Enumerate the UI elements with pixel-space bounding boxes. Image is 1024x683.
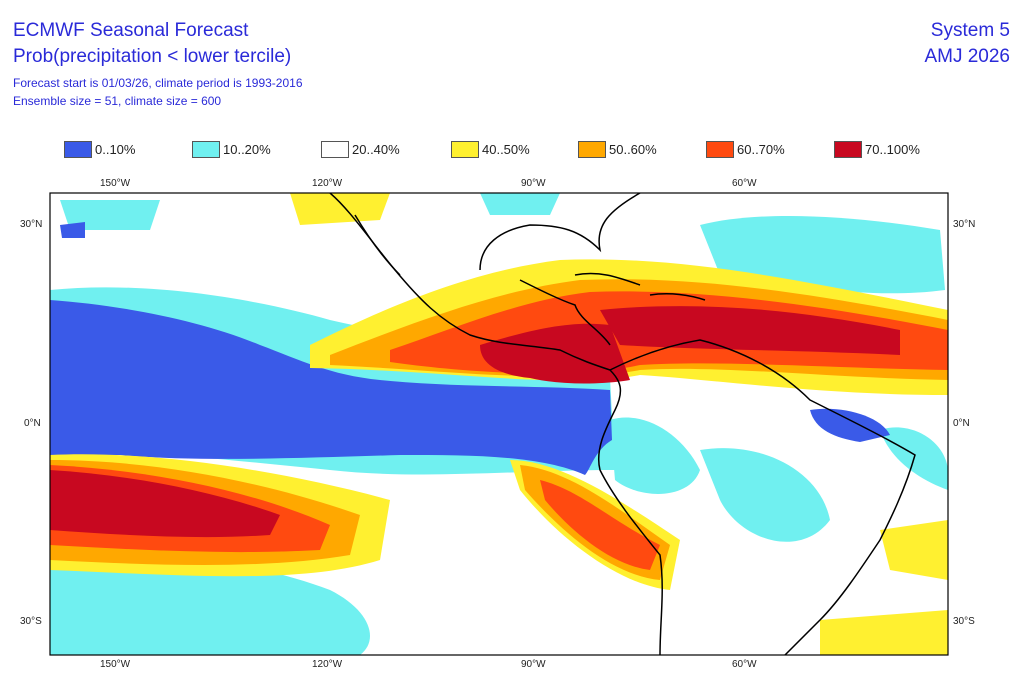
prob-0-10-regions [50, 222, 890, 475]
legend-label: 60..70% [737, 142, 785, 157]
lon-tick-bottom: 120°W [312, 659, 343, 670]
lat-tick-right: 30°S [953, 616, 975, 627]
legend-item: 10..20% [192, 141, 271, 158]
lon-tick-top: 150°W [100, 178, 131, 189]
lon-tick-bottom: 90°W [521, 659, 546, 670]
lat-tick-right: 30°N [953, 219, 976, 230]
legend-swatch [192, 141, 220, 158]
prob-70-100-regions [50, 306, 900, 538]
legend-item: 50..60% [578, 141, 657, 158]
legend-swatch [834, 141, 862, 158]
lat-tick-left: 30°N [20, 219, 43, 230]
legend-item: 70..100% [834, 141, 920, 158]
legend-label: 20..40% [352, 142, 400, 157]
lon-tick-top: 90°W [521, 178, 546, 189]
lon-tick-top: 120°W [312, 178, 343, 189]
lat-tick-left: 30°S [20, 616, 42, 627]
legend-item: 40..50% [451, 141, 530, 158]
legend-label: 50..60% [609, 142, 657, 157]
legend-item: 20..40% [321, 141, 400, 158]
legend-swatch [451, 141, 479, 158]
ensemble-info: Ensemble size = 51, climate size = 600 [13, 94, 222, 108]
lat-tick-left: 0°N [24, 418, 41, 429]
legend-label: 10..20% [223, 142, 271, 157]
legend-label: 40..50% [482, 142, 530, 157]
legend-item: 60..70% [706, 141, 785, 158]
period-label: AMJ 2026 [924, 46, 1010, 67]
forecast-info: Forecast start is 01/03/26, climate peri… [13, 76, 303, 90]
legend-swatch [64, 141, 92, 158]
legend-label: 0..10% [95, 142, 136, 157]
legend-swatch [706, 141, 734, 158]
legend-item: 0..10% [64, 141, 135, 158]
lon-tick-top: 60°W [732, 178, 757, 189]
system-label: System 5 [930, 20, 1010, 41]
chart-title: ECMWF Seasonal Forecast [13, 20, 249, 41]
map-frame [49, 192, 949, 656]
lon-tick-bottom: 60°W [732, 659, 757, 670]
legend-swatch [578, 141, 606, 158]
coastlines [329, 193, 916, 655]
chart-subtitle: Prob(precipitation < lower tercile) [13, 46, 292, 67]
legend-label: 70..100% [865, 142, 920, 157]
legend-swatch [321, 141, 349, 158]
lon-tick-bottom: 150°W [100, 659, 131, 670]
legend: 0..10% 10..20% 20..40% 40..50% 50..60% 60..70… [64, 141, 964, 161]
lat-tick-right: 0°N [953, 418, 970, 429]
